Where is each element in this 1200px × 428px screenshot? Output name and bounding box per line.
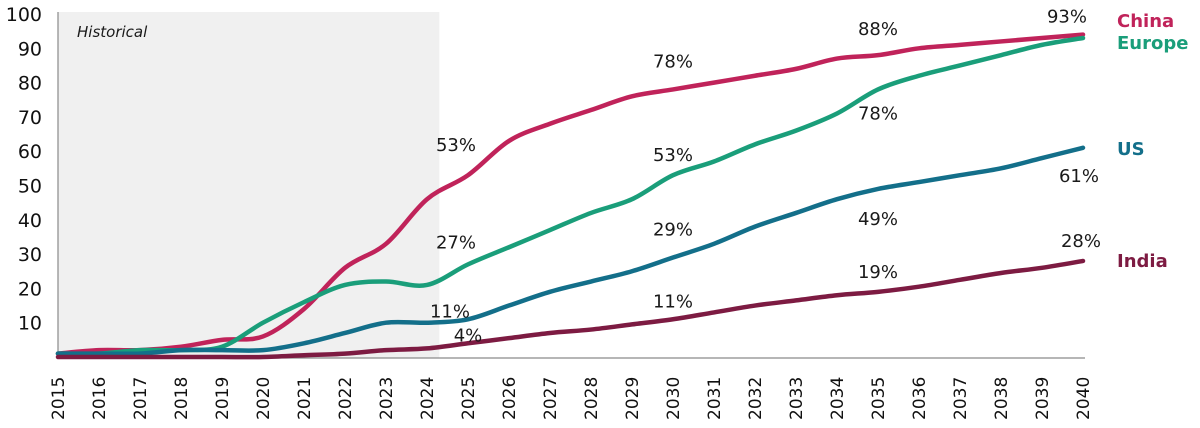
y-tick-label: 100: [6, 4, 42, 26]
data-label: 29%: [653, 220, 693, 241]
data-label: 11%: [653, 291, 693, 312]
x-tick-label: 2028: [582, 377, 602, 420]
series-line-europe: [55, 35, 1086, 357]
x-tick-label: 2040: [1074, 377, 1094, 420]
legend-label-china: China: [1117, 11, 1174, 32]
x-tick-label: 2018: [172, 377, 192, 420]
historical-region: [58, 12, 440, 358]
x-tick-label: 2017: [131, 377, 151, 420]
data-label: 53%: [436, 135, 476, 156]
x-tick-label: 2022: [336, 377, 356, 420]
x-tick-label: 2034: [828, 377, 848, 420]
series-line-india: [55, 258, 1086, 360]
data-label: 11%: [430, 301, 470, 322]
legend-label-us: US: [1117, 139, 1145, 160]
data-label: 27%: [436, 232, 476, 253]
y-tick-label: 30: [18, 244, 42, 266]
y-tick-label: 10: [18, 313, 42, 335]
x-tick-label: 2030: [664, 377, 684, 420]
y-tick-label: 90: [18, 38, 42, 60]
y-tick-label: 20: [18, 278, 42, 300]
x-tick-label: 2036: [910, 377, 930, 420]
x-tick-label: 2032: [746, 377, 766, 420]
legend-label-europe: Europe: [1117, 33, 1188, 54]
x-tick-label: 2039: [1033, 377, 1053, 420]
data-label: 28%: [1061, 231, 1101, 252]
x-tick-label: 2038: [992, 377, 1012, 420]
data-label: 88%: [858, 19, 898, 40]
y-tick-label: 40: [18, 210, 42, 232]
x-tick-label: 2019: [213, 377, 233, 420]
data-label: 19%: [858, 262, 898, 283]
y-tick-label: 50: [18, 176, 42, 198]
data-label: 49%: [858, 209, 898, 230]
x-tick-label: 2033: [787, 377, 807, 420]
x-tick-label: 2023: [377, 377, 397, 420]
x-tick-label: 2025: [459, 377, 479, 420]
x-tick-label: 2024: [418, 377, 438, 420]
x-tick-label: 2026: [500, 377, 520, 420]
x-tick-label: 2031: [705, 377, 725, 420]
x-tick-label: 2037: [951, 377, 971, 420]
x-tick-label: 2015: [49, 377, 69, 420]
historical-label: Historical: [77, 23, 148, 41]
x-tick-label: 2021: [295, 377, 315, 420]
series-line-china: [55, 32, 1086, 356]
legend-label-india: India: [1117, 251, 1168, 272]
x-tick-label: 2035: [869, 377, 889, 420]
data-label: 61%: [1059, 166, 1099, 187]
series-line-us: [55, 145, 1086, 357]
y-tick-label: 70: [18, 107, 42, 129]
data-label: 78%: [858, 103, 898, 124]
y-tick-label: 60: [18, 141, 42, 163]
x-tick-label: 2029: [623, 377, 643, 420]
x-tick-label: 2020: [254, 377, 274, 420]
data-label: 93%: [1047, 7, 1087, 28]
x-tick-label: 2027: [541, 377, 561, 420]
x-tick-label: 2016: [90, 377, 110, 420]
data-label: 4%: [454, 325, 483, 346]
data-label: 53%: [653, 145, 693, 166]
data-label: 78%: [653, 51, 693, 72]
y-tick-label: 80: [18, 73, 42, 95]
